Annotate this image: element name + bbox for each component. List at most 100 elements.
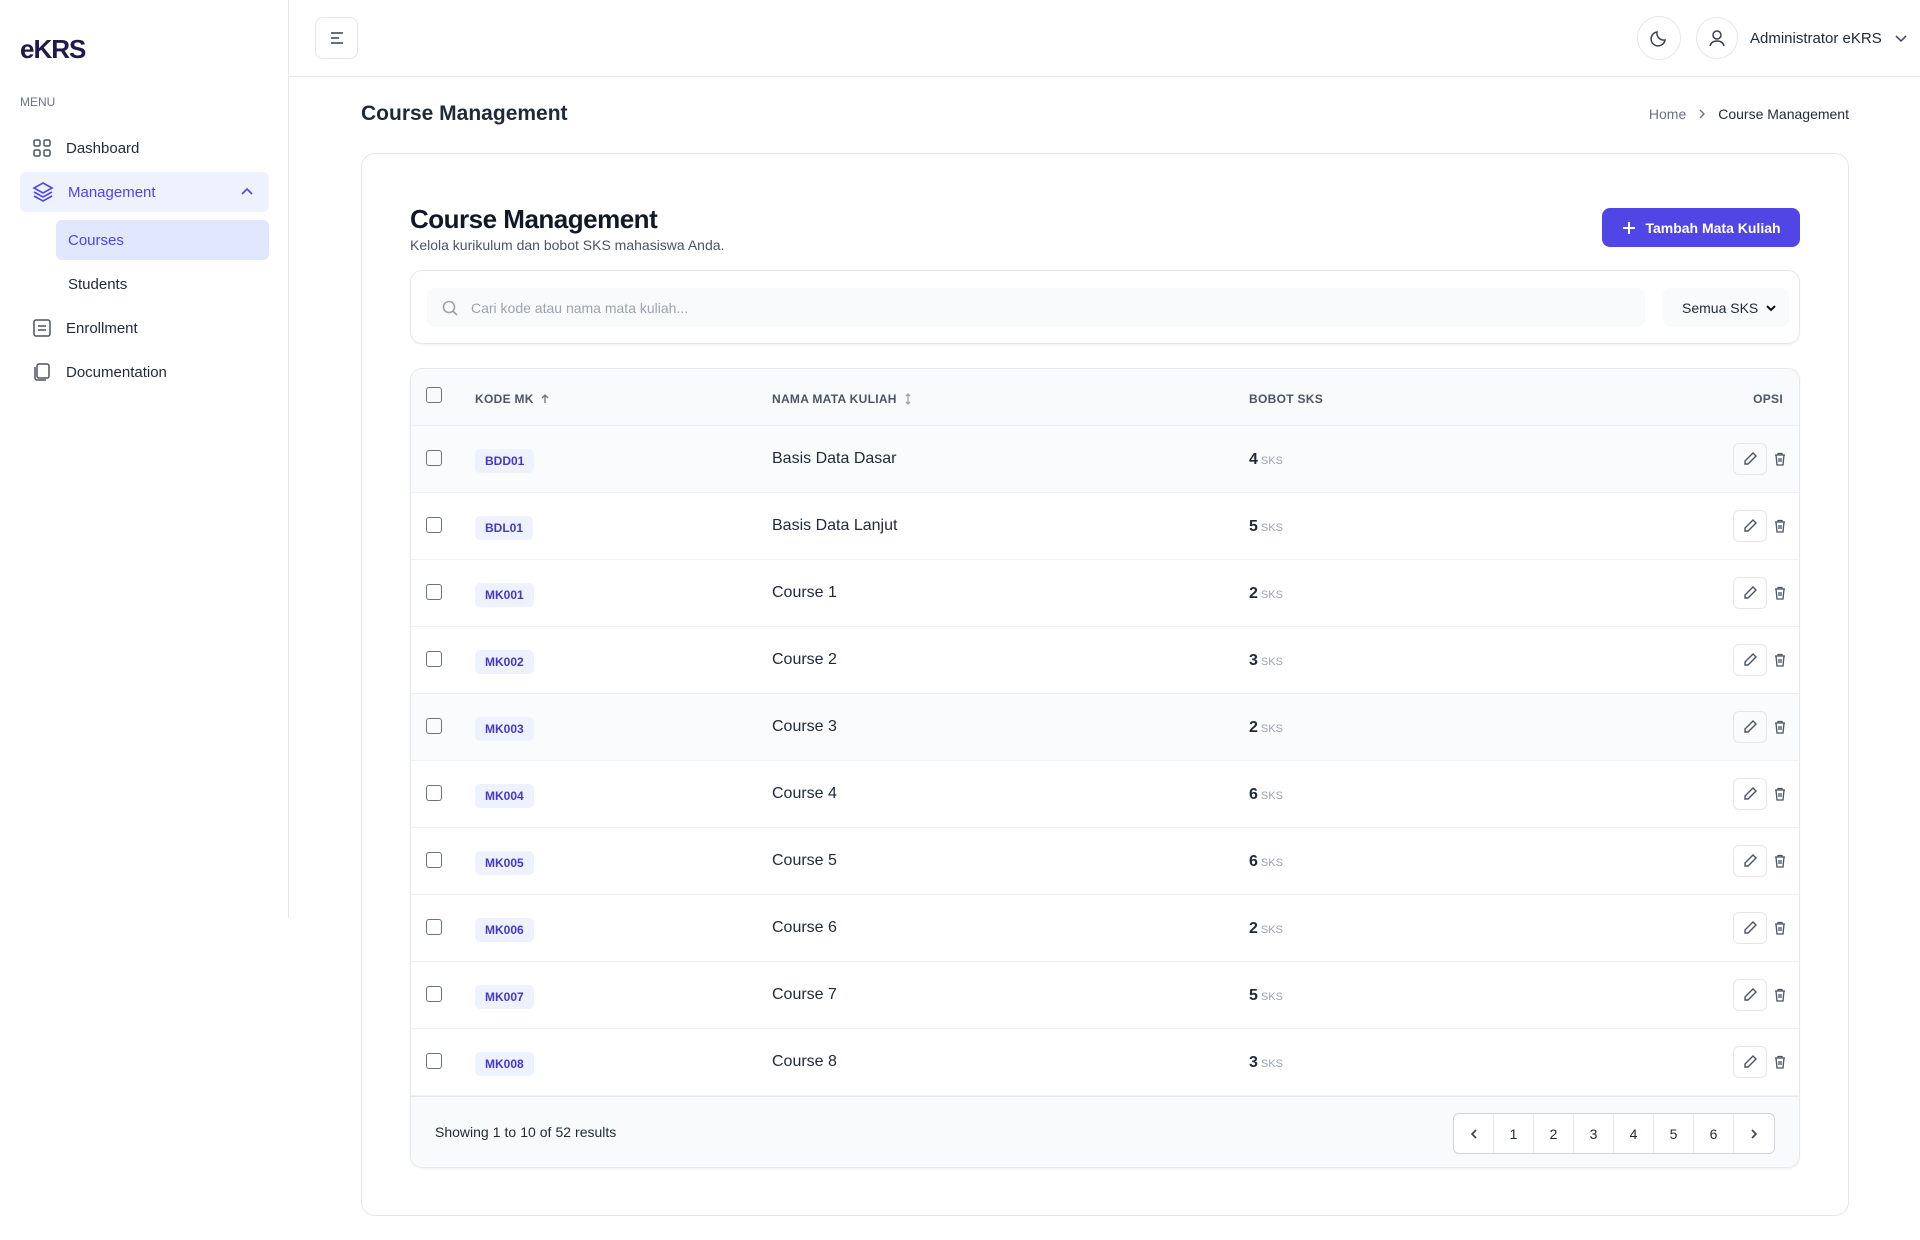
row-checkbox[interactable]	[426, 986, 442, 1002]
page-arrow[interactable]	[1734, 1114, 1774, 1153]
filter-label: Semua SKS	[1682, 299, 1759, 316]
table-row: MK008 Course 8 3 SKS	[411, 1029, 1799, 1096]
row-checkbox[interactable]	[426, 852, 442, 868]
delete-button[interactable]	[1769, 778, 1791, 810]
course-name: Course 3	[772, 718, 837, 735]
delete-button[interactable]	[1769, 644, 1791, 676]
subnav-item[interactable]: Courses	[56, 220, 269, 260]
row-checkbox[interactable]	[426, 584, 442, 600]
avatar	[1696, 17, 1738, 59]
row-checkbox[interactable]	[426, 517, 442, 533]
search-placeholder: Cari kode atau nama mata kuliah...	[471, 299, 689, 316]
delete-button[interactable]	[1769, 577, 1791, 609]
nav-label: Documentation	[66, 363, 167, 381]
edit-button[interactable]	[1733, 443, 1767, 475]
card-subtitle: Kelola kurikulum dan bobot SKS mahasiswa…	[410, 237, 725, 253]
page-button[interactable]: 4	[1614, 1114, 1654, 1153]
course-sks: 6 SKS	[1249, 786, 1283, 804]
card-title: Course Management	[410, 204, 658, 234]
sks-unit: SKS	[1260, 723, 1283, 735]
edit-button[interactable]	[1733, 845, 1767, 877]
column-header[interactable]: NAMA MATA KULIAH	[772, 392, 913, 406]
sks-unit: SKS	[1260, 790, 1283, 802]
course-code: BDD01	[475, 449, 535, 473]
page-button[interactable]: 1	[1494, 1114, 1534, 1153]
course-code: MK001	[475, 583, 534, 607]
sks-unit: SKS	[1260, 1058, 1283, 1070]
row-checkbox[interactable]	[426, 450, 442, 466]
page-button[interactable]: 3	[1574, 1114, 1614, 1153]
row-checkbox[interactable]	[426, 718, 442, 734]
sks-value: 5	[1249, 987, 1258, 1004]
edit-button[interactable]	[1733, 577, 1767, 609]
sks-unit: SKS	[1260, 455, 1283, 467]
course-code: MK005	[475, 851, 534, 875]
course-name: Course 8	[772, 1053, 837, 1070]
course-name: Course 4	[772, 785, 837, 802]
search-input[interactable]: Cari kode atau nama mata kuliah...	[427, 288, 1645, 327]
header-label: OPSI	[1753, 392, 1783, 406]
add-course-button[interactable]: Tambah Mata Kuliah	[1602, 208, 1800, 247]
edit-button[interactable]	[1733, 778, 1767, 810]
sks-unit: SKS	[1260, 991, 1283, 1003]
user-name: Administrator eKRS	[1750, 29, 1882, 47]
course-code: MK007	[475, 985, 534, 1009]
sks-value: 3	[1249, 652, 1258, 669]
course-code: MK004	[475, 784, 534, 808]
row-checkbox[interactable]	[426, 785, 442, 801]
sks-value: 3	[1249, 1054, 1258, 1071]
edit-button[interactable]	[1733, 644, 1767, 676]
theme-toggle[interactable]	[1637, 16, 1681, 60]
course-name: Course 1	[772, 584, 837, 601]
course-name: Course 2	[772, 651, 837, 668]
sks-unit: SKS	[1260, 656, 1283, 668]
course-code: MK003	[475, 717, 534, 741]
summary-number: 10	[520, 1124, 536, 1140]
row-checkbox[interactable]	[426, 651, 442, 667]
delete-button[interactable]	[1769, 510, 1791, 542]
course-sks: 2 SKS	[1249, 585, 1283, 603]
course-code: MK006	[475, 918, 534, 942]
edit-button[interactable]	[1733, 711, 1767, 743]
edit-button[interactable]	[1733, 510, 1767, 542]
subnav-item[interactable]: Students	[68, 275, 128, 293]
page-button[interactable]: 6	[1694, 1114, 1734, 1153]
sidebar-toggle[interactable]	[315, 17, 358, 59]
nav-item[interactable]: Documentation	[20, 352, 269, 392]
page-arrow[interactable]	[1454, 1114, 1494, 1153]
nav-item[interactable]: Management	[20, 172, 269, 212]
row-checkbox[interactable]	[426, 919, 442, 935]
page-button[interactable]: 5	[1654, 1114, 1694, 1153]
sks-filter[interactable]: Semua SKS	[1663, 288, 1789, 327]
course-name: Basis Data Dasar	[772, 450, 897, 467]
column-header: BOBOT SKS	[1249, 392, 1323, 406]
nav-label: Enrollment	[66, 319, 138, 337]
nav-label: Management	[68, 183, 156, 201]
delete-button[interactable]	[1769, 711, 1791, 743]
nav-item[interactable]: Enrollment	[20, 308, 269, 348]
row-checkbox[interactable]	[426, 1053, 442, 1069]
sks-value: 2	[1249, 920, 1258, 937]
delete-button[interactable]	[1769, 979, 1791, 1011]
course-code: BDL01	[475, 516, 534, 540]
brand[interactable]: eKRS	[20, 34, 86, 64]
delete-button[interactable]	[1769, 443, 1791, 475]
course-sks: 5 SKS	[1249, 518, 1283, 536]
topbar: Administrator eKRS	[289, 0, 1920, 77]
breadcrumb-link[interactable]: Home	[1648, 106, 1687, 122]
edit-button[interactable]	[1733, 979, 1767, 1011]
delete-button[interactable]	[1769, 845, 1791, 877]
delete-button[interactable]	[1769, 1046, 1791, 1078]
course-sks: 6 SKS	[1249, 853, 1283, 871]
edit-button[interactable]	[1733, 912, 1767, 944]
column-header[interactable]: KODE MK	[475, 392, 550, 406]
edit-button[interactable]	[1733, 1046, 1767, 1078]
delete-button[interactable]	[1769, 912, 1791, 944]
table-row: MK005 Course 5 6 SKS	[411, 828, 1799, 895]
page-title: Course Management	[361, 102, 568, 125]
select-all[interactable]	[426, 387, 442, 403]
page-button[interactable]: 2	[1534, 1114, 1574, 1153]
user-menu[interactable]: Administrator eKRS	[1696, 16, 1908, 60]
nav-item[interactable]: Dashboard	[20, 128, 269, 168]
